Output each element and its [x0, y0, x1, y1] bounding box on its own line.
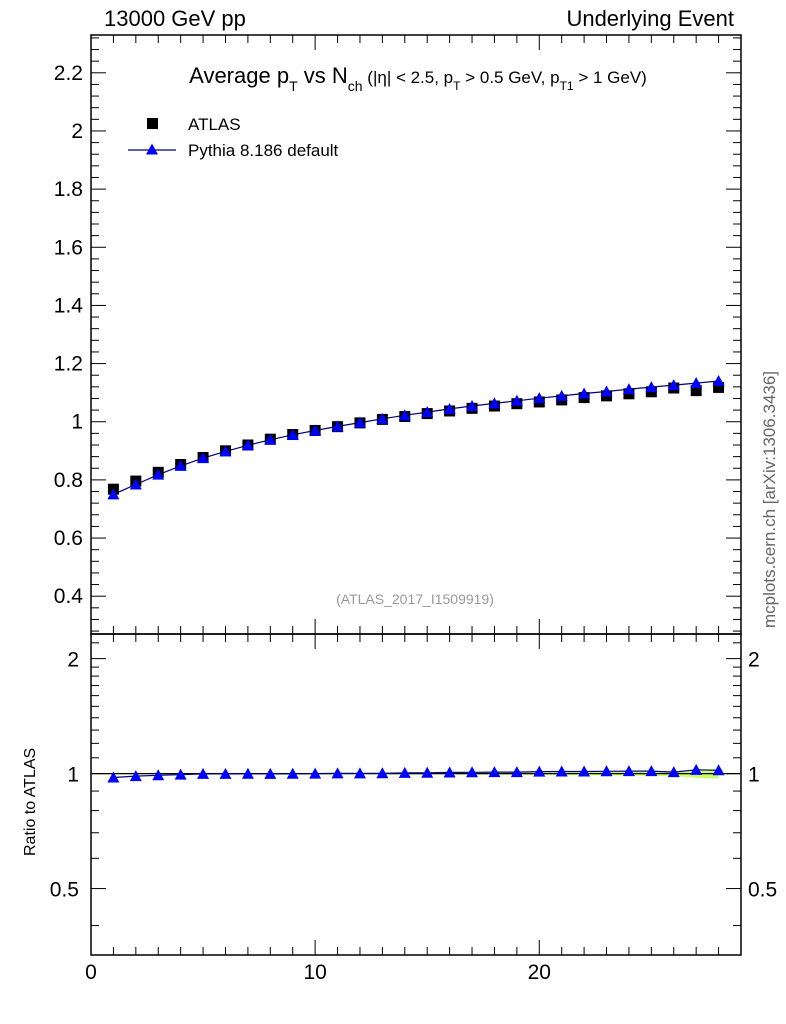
pythia-point [264, 433, 277, 445]
ratio-pythia-line [113, 769, 719, 779]
y-tick-label: 1.6 [54, 236, 83, 259]
ratio-pythia-point [533, 765, 546, 777]
pythia-point [600, 385, 613, 397]
legend-pythia-label: Pythia 8.186 default [188, 141, 339, 160]
pythia-point [488, 397, 501, 409]
ratio-pythia-point [331, 767, 344, 779]
ratio-pythia-point [443, 766, 456, 778]
ratio-pythia-point [107, 771, 120, 783]
ratio-pythia-point [353, 767, 366, 779]
ratio-plot-frame [90, 633, 742, 956]
ratio-ticks: 0 10 20 0.5 0.5 1 1 2 2 [50, 634, 777, 984]
ratio-pythia-point [690, 763, 703, 775]
process-label: Underlying Event [566, 6, 734, 31]
plot-title: Average pT vs Nch (|η| < 2.5, pT > 0.5 G… [189, 63, 647, 94]
ratio-pythia-point [645, 765, 658, 777]
ratio-pythia-point [174, 768, 187, 780]
pythia-point [241, 439, 254, 451]
pythia-point [578, 387, 591, 399]
ratio-pythia-point [712, 764, 725, 776]
pythia-point [421, 406, 434, 418]
y-tick-label: 2.2 [54, 62, 83, 85]
mcplots-label: mcplots.cern.ch [arXiv:1306.3436] [760, 370, 779, 628]
pythia-point [286, 428, 299, 440]
ratio-pythia-point [264, 767, 277, 779]
ratio-pythia-point [578, 765, 591, 777]
ratio-pythia-point [219, 767, 232, 779]
pythia-point [690, 377, 703, 389]
pythia-point [331, 420, 344, 432]
ratio-pythia-point [286, 767, 299, 779]
y-tick-label: 1.4 [54, 294, 84, 317]
ratio-pythia-point [622, 765, 635, 777]
ratio-plot-marks [91, 763, 741, 783]
x-tick-label: 10 [303, 961, 326, 984]
pythia-point [466, 400, 479, 412]
pythia-point [443, 402, 456, 414]
legend-atlas-marker [147, 118, 158, 129]
analysis-tag: (ATLAS_2017_I1509919) [336, 591, 494, 607]
pythia-point [510, 394, 523, 406]
ratio-pythia-point [421, 766, 434, 778]
ratio-pythia-point [667, 766, 680, 778]
ratio-pythia-point [466, 766, 479, 778]
atlas-point [713, 381, 725, 393]
legend-pythia-marker [146, 143, 158, 155]
legend-atlas-label: ATLAS [188, 115, 241, 134]
ratio-y-axis-label: Ratio to ATLAS [22, 747, 39, 856]
y-tick-label: 0.6 [54, 527, 83, 550]
ratio-y-tick-label: 0.5 [50, 879, 79, 902]
pythia-line [113, 380, 719, 495]
ratio-pythia-point [129, 770, 142, 782]
main-plot-marks [107, 375, 725, 500]
ratio-frame-box [90, 633, 742, 956]
pythia-point [174, 459, 187, 471]
ratio-pythia-point [398, 766, 411, 778]
pythia-point [152, 468, 165, 480]
pythia-point [622, 383, 635, 395]
ratio-pythia-point [488, 766, 501, 778]
y-tick-label: 1 [71, 411, 83, 434]
ratio-pythia-point [555, 765, 568, 777]
y-tick-label: 0.4 [54, 585, 84, 608]
ratio-pythia-point [510, 766, 523, 778]
ratio-y-tick-label-right: 1 [748, 764, 760, 787]
ratio-pythia-point [197, 767, 210, 779]
atlas-point [690, 385, 702, 397]
ratio-y-tick-label: 2 [67, 649, 79, 672]
y-tick-label: 1.8 [54, 178, 83, 201]
x-tick-label: 20 [528, 961, 551, 984]
legend: ATLAS Pythia 8.186 default [128, 115, 339, 160]
pythia-point [555, 389, 568, 401]
x-tick-label: 0 [85, 961, 97, 984]
pythia-point [667, 379, 680, 391]
y-tick-label: 2 [71, 120, 83, 143]
pythia-point [398, 409, 411, 421]
y-tick-label: 1.2 [54, 353, 83, 376]
ratio-pythia-point [376, 767, 389, 779]
ratio-y-tick-label: 1 [67, 764, 79, 787]
pythia-point [219, 445, 232, 457]
ratio-y-tick-label-right: 0.5 [748, 879, 777, 902]
pythia-point [309, 424, 322, 436]
pythia-point [712, 375, 725, 387]
pythia-point [645, 381, 658, 393]
pythia-point [107, 488, 120, 500]
pythia-point [376, 412, 389, 424]
pythia-point [129, 478, 142, 490]
ratio-pythia-point [241, 767, 254, 779]
pythia-point [353, 416, 366, 428]
pythia-point [533, 392, 546, 404]
pythia-point [197, 452, 210, 464]
ratio-y-tick-label-right: 2 [748, 649, 760, 672]
ratio-pythia-point [309, 767, 322, 779]
ratio-pythia-point [152, 769, 165, 781]
ratio-pythia-point [600, 765, 613, 777]
main-y-ticks: 0.4 0.6 0.8 1 1.2 1.4 1.6 1.8 2 2.2 [54, 35, 742, 634]
y-tick-label: 0.8 [54, 469, 83, 492]
beam-label: 13000 GeV pp [104, 6, 246, 31]
